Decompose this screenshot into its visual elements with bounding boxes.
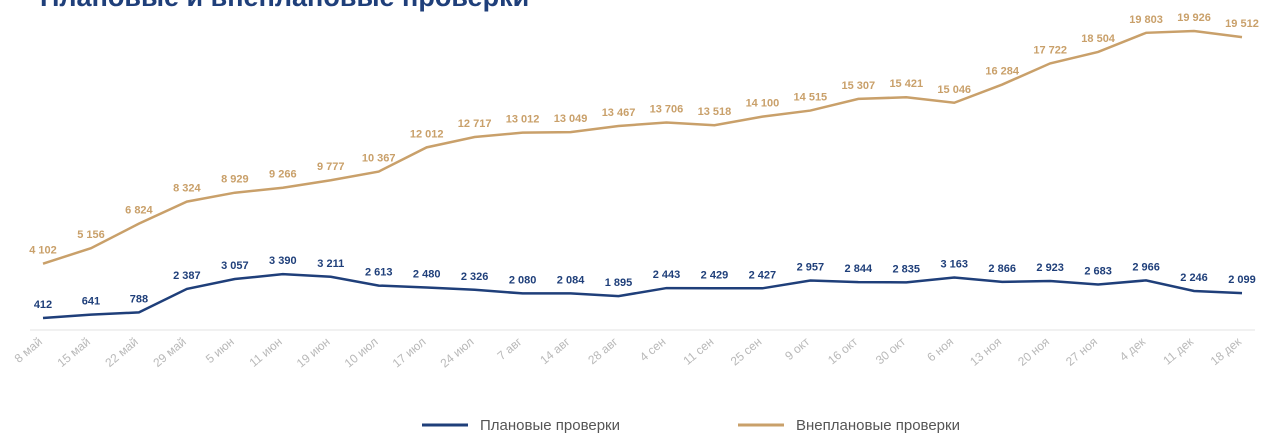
data-label: 14 515 bbox=[794, 92, 828, 104]
x-tick-label: 18 дек bbox=[1208, 334, 1245, 368]
x-tick-label: 30 окт bbox=[873, 334, 909, 367]
data-label: 10 367 bbox=[362, 153, 396, 165]
data-label: 12 012 bbox=[410, 128, 444, 140]
x-tick-label: 6 ноя bbox=[924, 335, 956, 365]
x-tick-label: 9 окт bbox=[782, 334, 812, 363]
x-tick-label: 17 июл bbox=[390, 335, 429, 371]
data-label: 2 099 bbox=[1228, 274, 1256, 286]
x-tick-label: 5 июн bbox=[203, 335, 237, 367]
data-label: 2 957 bbox=[797, 262, 825, 274]
data-label: 13 518 bbox=[698, 106, 732, 118]
data-label: 4 102 bbox=[29, 245, 57, 257]
data-label: 788 bbox=[130, 293, 148, 305]
legend-label: Внеплановые проверки bbox=[796, 417, 960, 434]
data-label: 8 929 bbox=[221, 174, 249, 186]
data-label: 14 100 bbox=[746, 98, 780, 110]
x-tick-label: 4 сен bbox=[637, 335, 668, 365]
data-label: 3 163 bbox=[940, 258, 968, 270]
data-label: 5 156 bbox=[77, 229, 105, 241]
x-tick-label: 13 ноя bbox=[967, 335, 1004, 369]
x-tick-label: 11 июн bbox=[247, 335, 285, 370]
line bbox=[42, 29, 1243, 265]
data-label: 9 266 bbox=[269, 169, 297, 181]
data-label: 2 844 bbox=[845, 263, 873, 275]
x-tick-label: 15 май bbox=[55, 335, 93, 370]
x-tick-label: 19 июн bbox=[294, 335, 333, 371]
x-tick-label: 8 май bbox=[12, 335, 45, 366]
data-label: 12 717 bbox=[458, 118, 492, 130]
x-tick-label: 25 сен bbox=[728, 335, 765, 369]
data-label: 8 324 bbox=[173, 183, 201, 195]
data-label: 2 866 bbox=[988, 263, 1016, 275]
data-label: 3 390 bbox=[269, 255, 297, 267]
data-label: 13 012 bbox=[506, 114, 540, 126]
data-label: 2 613 bbox=[365, 267, 393, 279]
data-label: 2 835 bbox=[893, 263, 921, 275]
x-tick-label: 24 июл bbox=[438, 335, 477, 371]
data-label: 2 443 bbox=[653, 269, 681, 281]
data-label: 2 923 bbox=[1036, 262, 1064, 274]
data-label: 6 824 bbox=[125, 205, 153, 217]
data-label: 13 706 bbox=[650, 103, 684, 115]
data-label: 1 895 bbox=[605, 277, 633, 289]
x-tick-label: 11 дек bbox=[1160, 334, 1196, 368]
data-label: 18 504 bbox=[1081, 33, 1116, 45]
data-label: 2 084 bbox=[557, 274, 585, 286]
data-label: 16 284 bbox=[985, 66, 1020, 78]
data-label: 3 057 bbox=[221, 260, 249, 272]
data-label: 15 421 bbox=[889, 78, 923, 90]
chart-title: Плановые и внеплановые проверки bbox=[40, 0, 529, 12]
data-label: 13 049 bbox=[554, 113, 588, 125]
data-label: 2 966 bbox=[1132, 261, 1160, 273]
x-tick-label: 10 июл bbox=[342, 335, 381, 371]
x-tick-label: 4 дек bbox=[1117, 334, 1149, 364]
x-tick-label: 16 окт bbox=[825, 334, 861, 367]
data-label: 19 926 bbox=[1177, 12, 1211, 24]
data-label: 412 bbox=[34, 299, 52, 311]
data-label: 9 777 bbox=[317, 161, 345, 173]
x-tick-label: 20 ноя bbox=[1015, 335, 1052, 369]
x-tick-label: 22 май bbox=[103, 335, 141, 370]
x-tick-label: 29 май bbox=[150, 335, 188, 370]
data-label: 3 211 bbox=[317, 258, 344, 270]
data-label: 2 683 bbox=[1084, 266, 1112, 278]
data-label: 641 bbox=[82, 296, 100, 308]
line bbox=[42, 272, 1243, 320]
x-tick-label: 27 ноя bbox=[1063, 335, 1100, 369]
data-label: 2 480 bbox=[413, 269, 441, 281]
x-tick-label: 7 авг bbox=[495, 334, 525, 363]
data-label: 2 246 bbox=[1180, 272, 1208, 284]
legend-label: Плановые проверки bbox=[480, 417, 620, 434]
data-label: 19 512 bbox=[1225, 18, 1259, 30]
data-label: 17 722 bbox=[1033, 44, 1067, 56]
x-tick-label: 11 сен bbox=[680, 335, 716, 368]
data-label: 13 467 bbox=[602, 107, 636, 119]
x-tick-label: 28 авг bbox=[585, 334, 621, 367]
data-label: 2 326 bbox=[461, 271, 489, 283]
data-label: 2 427 bbox=[749, 269, 777, 281]
data-label: 19 803 bbox=[1129, 14, 1163, 26]
data-label: 15 307 bbox=[841, 80, 875, 92]
data-label: 2 429 bbox=[701, 269, 729, 281]
data-label: 2 080 bbox=[509, 274, 537, 286]
data-label: 15 046 bbox=[937, 84, 971, 96]
x-tick-label: 14 авг bbox=[537, 334, 573, 367]
data-label: 2 387 bbox=[173, 270, 201, 282]
